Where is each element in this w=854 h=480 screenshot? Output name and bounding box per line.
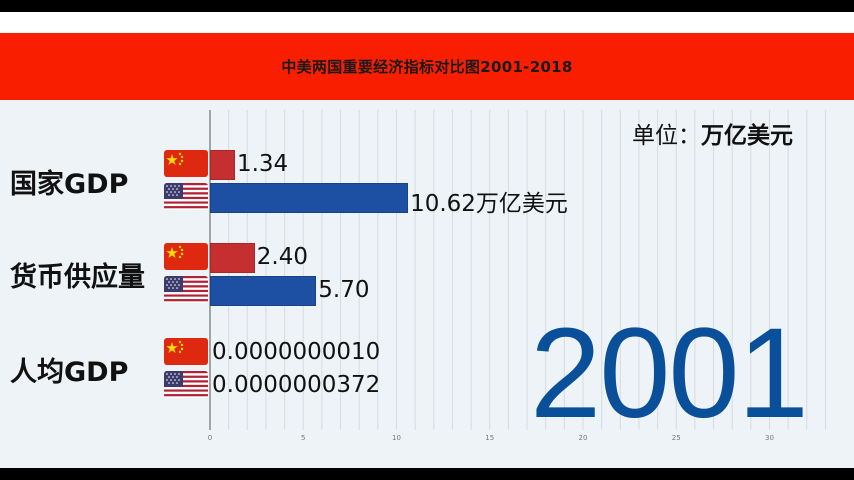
- data-label: 10.62万亿美元: [410, 191, 568, 217]
- bar: [210, 150, 235, 180]
- category-label: 国家GDP: [10, 169, 129, 200]
- usa-flag-icon: [164, 371, 208, 398]
- usa-flag-icon: [164, 276, 208, 303]
- x-tick-label: 25: [672, 434, 681, 442]
- unit-label: 单位：万亿美元: [632, 116, 793, 150]
- bar: [210, 276, 317, 306]
- title-bar: 中美两国重要经济指标对比图2001-2018: [0, 33, 854, 100]
- x-tick-label: 20: [579, 434, 588, 442]
- category-label: 货币供应量: [10, 262, 145, 293]
- china-flag-icon: [164, 150, 208, 177]
- year-label: 2001: [530, 302, 809, 445]
- category-label: 人均GDP: [10, 357, 129, 388]
- x-tick-label: 30: [765, 434, 774, 442]
- unit-value: 万亿美元: [701, 123, 793, 149]
- data-label: 1.34: [236, 151, 289, 177]
- x-tick-label: 10: [392, 434, 401, 442]
- usa-flag-icon: [164, 183, 208, 210]
- top-strip: [0, 12, 854, 32]
- data-label: 5.70: [318, 277, 370, 303]
- chart-frame: 中美两国重要经济指标对比图2001-2018: [0, 12, 854, 468]
- china-flag-icon: [164, 338, 208, 365]
- chart-title: 中美两国重要经济指标对比图2001-2018: [281, 58, 573, 76]
- x-tick-label: 0: [208, 434, 212, 442]
- data-label: 0.0000000010: [212, 339, 381, 365]
- bar: [210, 243, 255, 273]
- x-tick-label: 5: [301, 434, 305, 442]
- data-label: 2.40: [256, 244, 308, 270]
- x-tick-label: 15: [485, 434, 494, 442]
- bar: [210, 183, 409, 213]
- unit-prefix: 单位：: [632, 123, 701, 149]
- data-label: 0.0000000372: [212, 372, 381, 398]
- china-flag-icon: [164, 243, 208, 270]
